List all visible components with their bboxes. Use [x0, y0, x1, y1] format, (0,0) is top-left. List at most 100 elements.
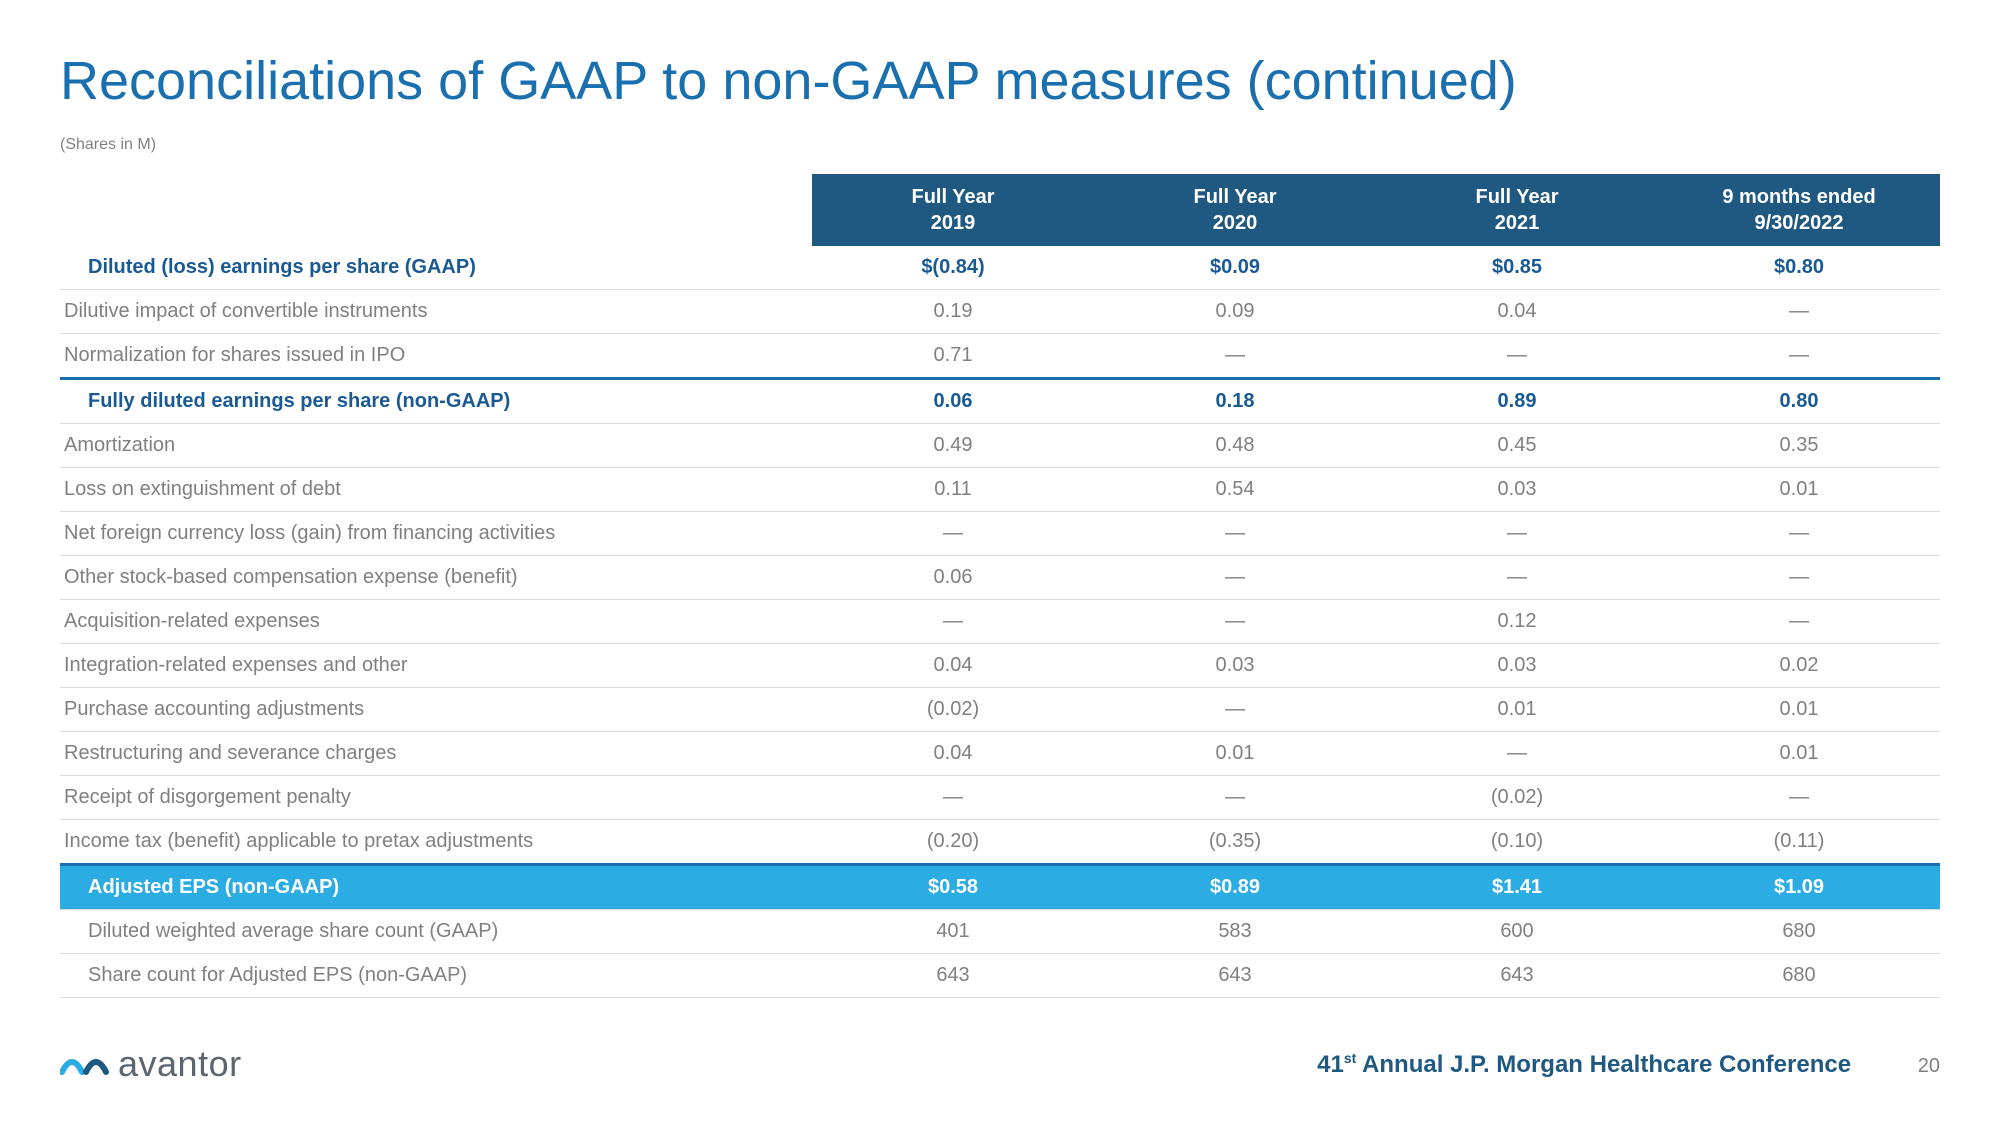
- cell-value: —: [1094, 688, 1376, 732]
- cell-value: —: [1094, 512, 1376, 556]
- cell-value: 0.04: [812, 644, 1094, 688]
- table-row: Integration-related expenses and other0.…: [60, 644, 1940, 688]
- cell-value: 680: [1658, 954, 1940, 998]
- cell-value: 583: [1094, 910, 1376, 954]
- row-label: Fully diluted earnings per share (non-GA…: [60, 379, 812, 424]
- cell-value: —: [1094, 334, 1376, 379]
- cell-value: 0.01: [1658, 468, 1940, 512]
- cell-value: 0.80: [1658, 379, 1940, 424]
- cell-value: 0.03: [1376, 468, 1658, 512]
- cell-value: 401: [812, 910, 1094, 954]
- table-row: Amortization0.490.480.450.35: [60, 424, 1940, 468]
- cell-value: $1.41: [1376, 865, 1658, 910]
- row-label: Diluted (loss) earnings per share (GAAP): [60, 246, 812, 290]
- cell-value: 600: [1376, 910, 1658, 954]
- logo-icon: [60, 1046, 110, 1082]
- cell-value: 0.01: [1658, 688, 1940, 732]
- cell-value: (0.02): [812, 688, 1094, 732]
- subtitle: (Shares in M): [60, 136, 1940, 154]
- table-row: Receipt of disgorgement penalty——(0.02)—: [60, 776, 1940, 820]
- table-row: Adjusted EPS (non-GAAP)$0.58$0.89$1.41$1…: [60, 865, 1940, 910]
- cell-value: 0.35: [1658, 424, 1940, 468]
- cell-value: 0.54: [1094, 468, 1376, 512]
- cell-value: 0.04: [1376, 290, 1658, 334]
- table-row: Income tax (benefit) applicable to preta…: [60, 820, 1940, 865]
- cell-value: 0.01: [1658, 732, 1940, 776]
- conf-num: 41: [1317, 1051, 1344, 1078]
- cell-value: —: [812, 776, 1094, 820]
- cell-value: 643: [812, 954, 1094, 998]
- table-row: Net foreign currency loss (gain) from fi…: [60, 512, 1940, 556]
- cell-value: —: [1658, 600, 1940, 644]
- row-label: Adjusted EPS (non-GAAP): [60, 865, 812, 910]
- footer: avantor 41st Annual J.P. Morgan Healthca…: [60, 1043, 1940, 1085]
- cell-value: 680: [1658, 910, 1940, 954]
- row-label: Amortization: [60, 424, 812, 468]
- row-label: Loss on extinguishment of debt: [60, 468, 812, 512]
- cell-value: $1.09: [1658, 865, 1940, 910]
- col-header: Full Year2021: [1376, 174, 1658, 246]
- cell-value: 643: [1094, 954, 1376, 998]
- cell-value: 0.04: [812, 732, 1094, 776]
- cell-value: —: [1094, 556, 1376, 600]
- header-blank: [60, 174, 812, 246]
- row-label: Share count for Adjusted EPS (non-GAAP): [60, 954, 812, 998]
- cell-value: —: [812, 512, 1094, 556]
- cell-value: 0.19: [812, 290, 1094, 334]
- cell-value: —: [1094, 600, 1376, 644]
- row-label: Acquisition-related expenses: [60, 600, 812, 644]
- table-row: Dilutive impact of convertible instrumen…: [60, 290, 1940, 334]
- cell-value: —: [1376, 512, 1658, 556]
- page-number: 20: [1918, 1055, 1940, 1077]
- cell-value: 0.09: [1094, 290, 1376, 334]
- cell-value: —: [1658, 334, 1940, 379]
- cell-value: $0.58: [812, 865, 1094, 910]
- row-label: Other stock-based compensation expense (…: [60, 556, 812, 600]
- row-label: Purchase accounting adjustments: [60, 688, 812, 732]
- cell-value: 0.12: [1376, 600, 1658, 644]
- cell-value: 0.45: [1376, 424, 1658, 468]
- table-row: Diluted weighted average share count (GA…: [60, 910, 1940, 954]
- table-row: Normalization for shares issued in IPO0.…: [60, 334, 1940, 379]
- table-row: Loss on extinguishment of debt0.110.540.…: [60, 468, 1940, 512]
- cell-value: 0.89: [1376, 379, 1658, 424]
- cell-value: —: [1376, 556, 1658, 600]
- page-title: Reconciliations of GAAP to non-GAAP meas…: [60, 50, 1940, 112]
- cell-value: 0.49: [812, 424, 1094, 468]
- table-row: Purchase accounting adjustments(0.02)—0.…: [60, 688, 1940, 732]
- cell-value: (0.35): [1094, 820, 1376, 865]
- cell-value: 0.06: [812, 379, 1094, 424]
- col-header: Full Year2019: [812, 174, 1094, 246]
- conf-rest: Annual J.P. Morgan Healthcare Conference: [1356, 1051, 1851, 1078]
- cell-value: —: [1658, 512, 1940, 556]
- col-header: Full Year2020: [1094, 174, 1376, 246]
- cell-value: 0.01: [1376, 688, 1658, 732]
- cell-value: (0.20): [812, 820, 1094, 865]
- table-row: Other stock-based compensation expense (…: [60, 556, 1940, 600]
- cell-value: 0.01: [1094, 732, 1376, 776]
- cell-value: 643: [1376, 954, 1658, 998]
- table-row: Share count for Adjusted EPS (non-GAAP)6…: [60, 954, 1940, 998]
- row-label: Diluted weighted average share count (GA…: [60, 910, 812, 954]
- row-label: Receipt of disgorgement penalty: [60, 776, 812, 820]
- table-row: Restructuring and severance charges0.040…: [60, 732, 1940, 776]
- row-label: Integration-related expenses and other: [60, 644, 812, 688]
- row-label: Income tax (benefit) applicable to preta…: [60, 820, 812, 865]
- row-label: Dilutive impact of convertible instrumen…: [60, 290, 812, 334]
- col-header: 9 months ended9/30/2022: [1658, 174, 1940, 246]
- cell-value: (0.02): [1376, 776, 1658, 820]
- table-row: Fully diluted earnings per share (non-GA…: [60, 379, 1940, 424]
- cell-value: —: [1094, 776, 1376, 820]
- row-label: Restructuring and severance charges: [60, 732, 812, 776]
- cell-value: $(0.84): [812, 246, 1094, 290]
- cell-value: 0.18: [1094, 379, 1376, 424]
- cell-value: —: [1658, 556, 1940, 600]
- cell-value: (0.10): [1376, 820, 1658, 865]
- logo-text: avantor: [118, 1043, 242, 1085]
- table-header-row: Full Year2019 Full Year2020 Full Year202…: [60, 174, 1940, 246]
- row-label: Net foreign currency loss (gain) from fi…: [60, 512, 812, 556]
- cell-value: 0.02: [1658, 644, 1940, 688]
- cell-value: —: [812, 600, 1094, 644]
- reconciliation-table: Full Year2019 Full Year2020 Full Year202…: [60, 174, 1940, 998]
- row-label: Normalization for shares issued in IPO: [60, 334, 812, 379]
